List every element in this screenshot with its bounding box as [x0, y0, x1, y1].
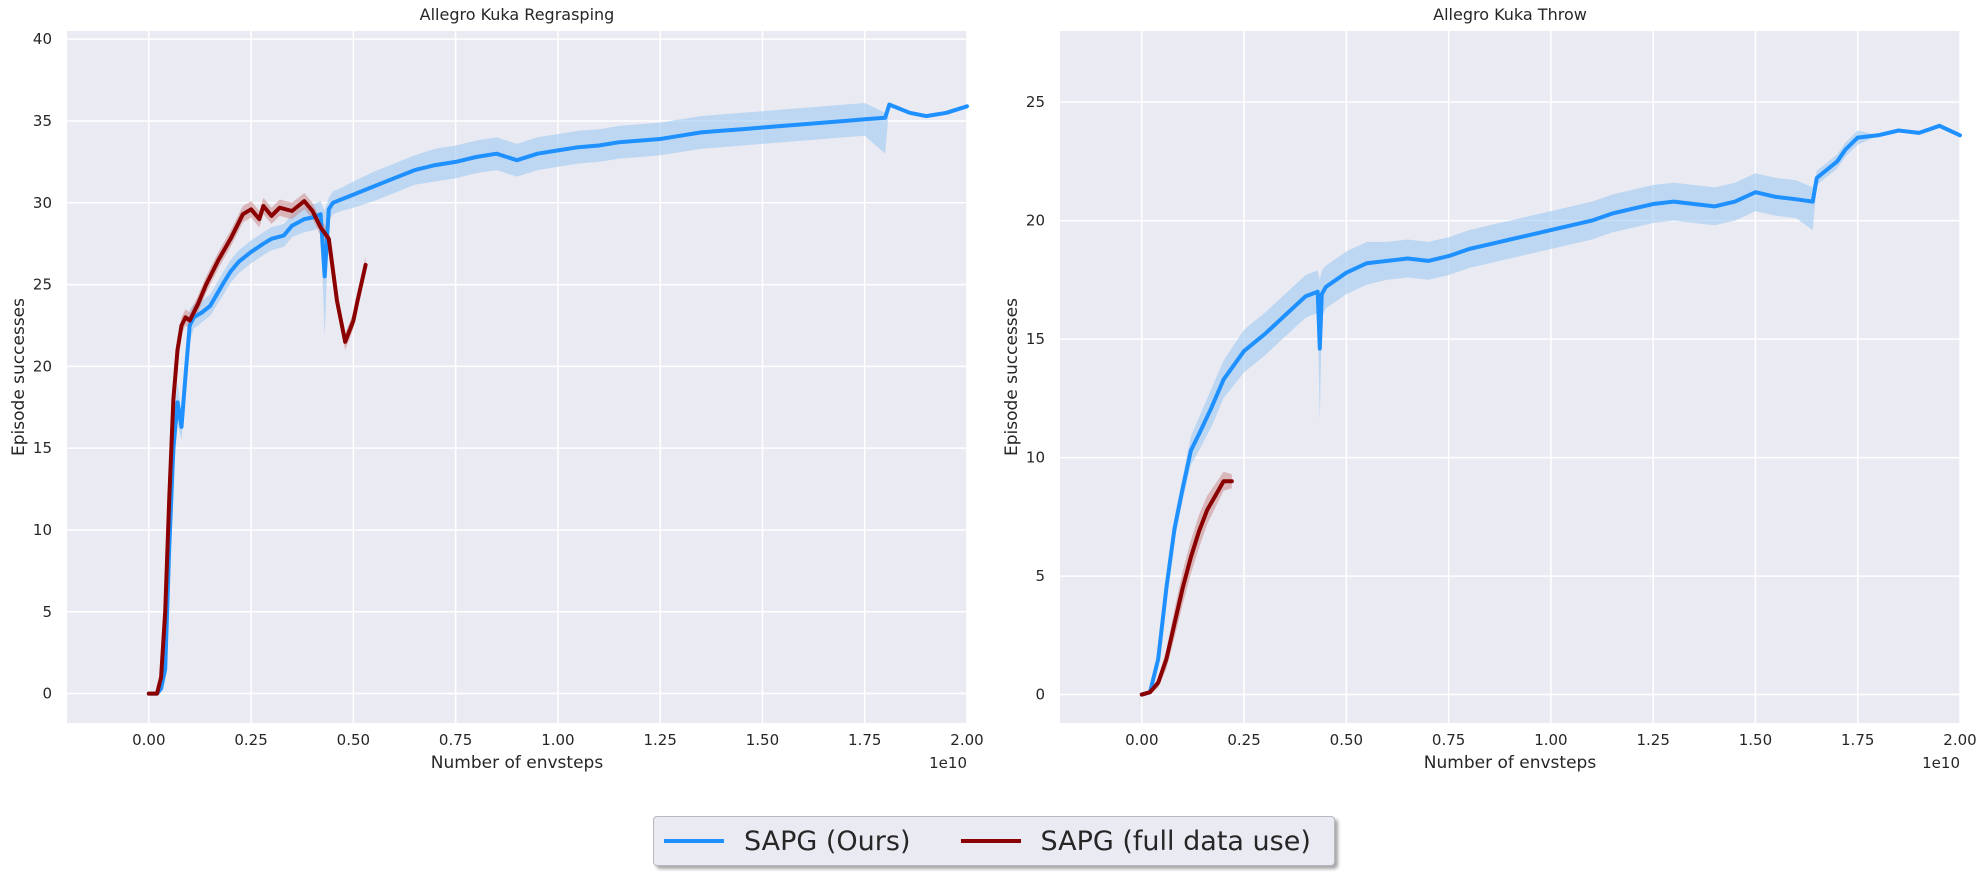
legend-item-sapg-full-data: SAPG (full data use) — [960, 825, 1311, 857]
series-line-0 — [146, 102, 969, 696]
y-tick-label: 20 — [33, 357, 52, 375]
y-tick-label: 35 — [33, 112, 52, 130]
x-tick-label: 1.00 — [541, 731, 574, 749]
series-lines — [146, 102, 969, 696]
x-axis-label: Number of envsteps — [431, 753, 604, 773]
y-tick-label: 10 — [1026, 449, 1045, 467]
x-tick-label: 0.50 — [1330, 731, 1363, 749]
x-tick-label: 2.00 — [1943, 731, 1976, 749]
x-tick-label: 2.00 — [950, 731, 983, 749]
x-tick-label: 0.75 — [439, 731, 472, 749]
y-tick-label: 15 — [1026, 330, 1045, 348]
y-tick-label: 0 — [1035, 686, 1045, 704]
y-axis-label: Episode successes — [1002, 298, 1022, 456]
x-axis-offset-text: 1e10 — [929, 754, 967, 772]
series-line-0 — [1139, 123, 1962, 697]
tick-labels: 0.00 0.25 0.50 0.75 1.00 1.25 1.50 1.75 2.00 0 5 10… — [1026, 93, 1977, 749]
y-tick-label: 30 — [33, 194, 52, 212]
series-line-1 — [1139, 479, 1234, 697]
series-line-1 — [146, 199, 368, 696]
x-tick-label: 0.00 — [1125, 731, 1158, 749]
x-tick-label: 1.50 — [1739, 731, 1772, 749]
y-tick-label: 0 — [42, 685, 52, 703]
y-axis-label: Episode successes — [9, 298, 29, 456]
x-tick-label: 0.75 — [1432, 731, 1465, 749]
x-tick-label: 1.25 — [1636, 731, 1669, 749]
series-band-0 — [1141, 125, 1960, 695]
legend-label: SAPG (full data use) — [1040, 825, 1311, 857]
y-tick-label: 5 — [42, 603, 52, 621]
confidence-bands — [1141, 125, 1960, 695]
x-tick-label: 1.50 — [746, 731, 779, 749]
gridlines — [67, 31, 968, 723]
x-axis-label: Number of envsteps — [1424, 753, 1597, 773]
chart-panel-throw: 0.00 0.25 0.50 0.75 1.00 1.25 1.50 1.75 2.00 0 5 10… — [1002, 5, 1977, 773]
x-tick-label: 0.25 — [234, 731, 267, 749]
y-tick-label: 20 — [1026, 212, 1045, 230]
x-tick-label: 0.50 — [337, 731, 370, 749]
plot-area — [1060, 31, 1960, 723]
legend-swatch-red — [960, 839, 1021, 843]
x-axis-offset-text: 1e10 — [1922, 754, 1960, 772]
series-lines — [1139, 123, 1962, 697]
legend-item-sapg-ours: SAPG (Ours) — [664, 826, 911, 857]
y-tick-label: 25 — [33, 276, 52, 294]
legend: SAPG (Ours) SAPG (full data use) — [653, 816, 1335, 866]
series-band-1 — [1141, 471, 1232, 695]
legend-label: SAPG (Ours) — [744, 825, 911, 857]
y-tick-label: 25 — [1026, 93, 1045, 111]
x-tick-label: 0.00 — [132, 731, 165, 749]
chart-title: Allegro Kuka Throw — [1433, 5, 1587, 24]
x-tick-label: 1.00 — [1534, 731, 1567, 749]
chart-panel-regrasping: 0.00 0.25 0.50 0.75 1.00 1.25 1.50 1.75 2.00 0 5 10… — [9, 5, 984, 773]
legend-swatch-blue — [664, 839, 724, 843]
y-tick-label: 40 — [33, 30, 52, 48]
x-tick-label: 0.25 — [1227, 731, 1260, 749]
chart-title: Allegro Kuka Regrasping — [420, 5, 615, 24]
x-tick-label: 1.75 — [848, 731, 881, 749]
y-tick-label: 10 — [33, 521, 52, 539]
tick-labels: 0.00 0.25 0.50 0.75 1.00 1.25 1.50 1.75 2.00 0 5 10… — [33, 30, 984, 749]
y-tick-label: 15 — [33, 439, 52, 457]
x-tick-label: 1.75 — [1841, 731, 1874, 749]
y-tick-label: 5 — [1035, 567, 1045, 585]
x-tick-label: 1.25 — [643, 731, 676, 749]
